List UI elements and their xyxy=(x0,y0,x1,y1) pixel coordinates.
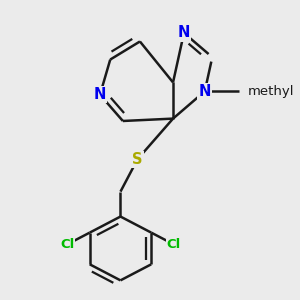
Text: N: N xyxy=(178,26,190,40)
Text: N: N xyxy=(94,87,106,102)
Text: methyl: methyl xyxy=(248,85,294,98)
Text: Cl: Cl xyxy=(60,238,74,251)
Text: Cl: Cl xyxy=(167,238,181,251)
Text: S: S xyxy=(132,152,143,167)
Text: N: N xyxy=(199,84,211,99)
